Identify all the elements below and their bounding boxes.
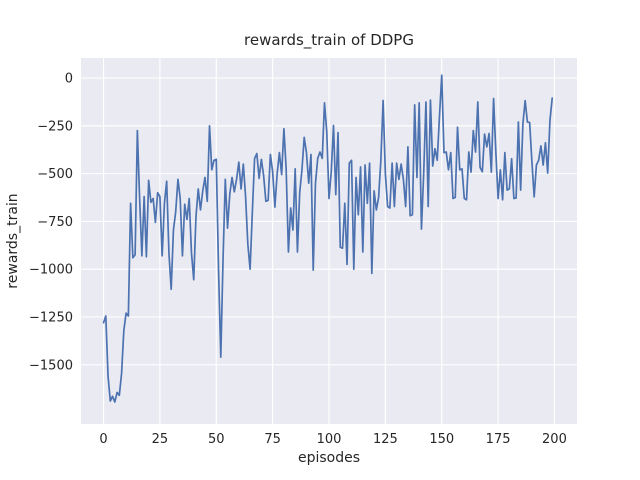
y-axis-label: rewards_train	[5, 193, 21, 288]
x-tick-label: 75	[264, 432, 281, 447]
chart-title: rewards_train of DDPG	[244, 31, 414, 50]
y-tick-label: −1000	[29, 263, 73, 278]
x-tick-label: 125	[373, 432, 398, 447]
series-layer	[102, 74, 554, 403]
x-tick-label: 200	[542, 432, 567, 447]
x-tick-labels: 0 25 50 75 100 125 150 175 200	[99, 432, 566, 447]
y-tick-labels: 0 −250 −500 −750 −1000 −1250 −1500	[29, 72, 73, 374]
series-line-rewards_train	[102, 74, 554, 403]
x-tick-label: 50	[208, 432, 225, 447]
x-tick-label: 25	[152, 432, 169, 447]
x-tick-label: 0	[99, 432, 107, 447]
y-tick-label: −250	[37, 119, 73, 134]
x-tick-label: 150	[429, 432, 454, 447]
y-tick-label: −1500	[29, 358, 73, 373]
y-tick-label: −1250	[29, 310, 73, 325]
x-tick-label: 100	[317, 432, 342, 447]
x-axis-label: episodes	[298, 450, 360, 466]
y-tick-label: −500	[37, 167, 73, 182]
x-tick-label: 175	[486, 432, 511, 447]
y-tick-label: −750	[37, 215, 73, 230]
y-tick-label: 0	[65, 72, 73, 87]
